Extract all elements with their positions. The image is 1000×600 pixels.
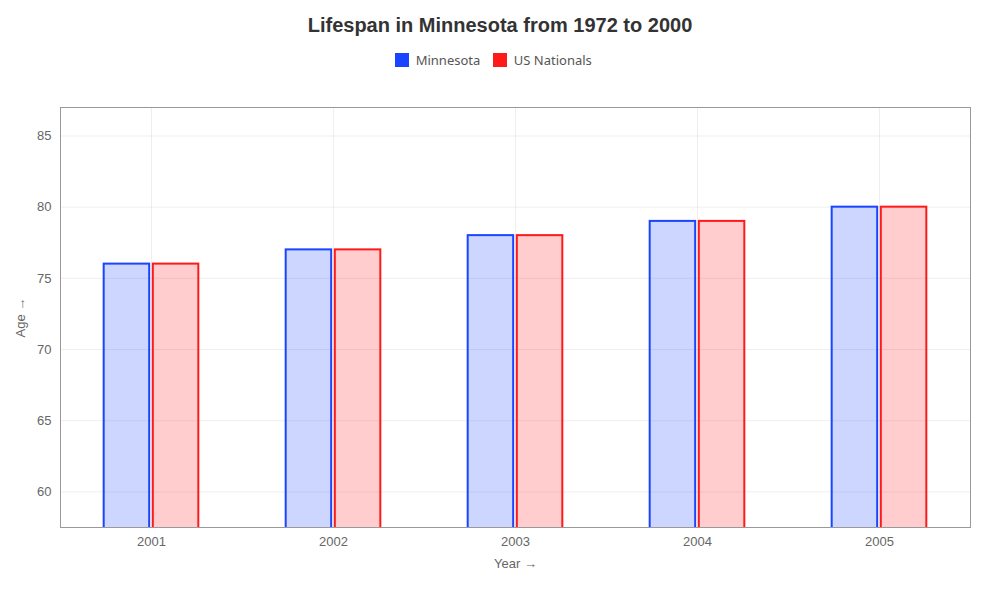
svg-text:2004: 2004 [683, 533, 712, 548]
svg-text:2001: 2001 [137, 533, 166, 548]
svg-text:65: 65 [37, 412, 51, 427]
svg-text:2003: 2003 [501, 533, 530, 548]
svg-text:2002: 2002 [319, 533, 348, 548]
html-text:Minnesota: Minnesota [415, 50, 481, 69]
html-text:US Nationals: US Nationals [513, 50, 592, 69]
svg-text:85: 85 [37, 128, 51, 143]
svg-text:Age →: Age → [13, 297, 28, 337]
svg-text:60: 60 [37, 484, 51, 499]
svg-text:70: 70 [37, 341, 51, 356]
svg-text:75: 75 [37, 270, 51, 285]
svg-text:2005: 2005 [865, 533, 894, 548]
svg-text:80: 80 [37, 199, 51, 214]
html-text:Lifespan in Minnesota from 197: Lifespan in Minnesota from 1972 to 2000 [307, 14, 693, 36]
svg-text:Year →: Year → [494, 555, 537, 570]
